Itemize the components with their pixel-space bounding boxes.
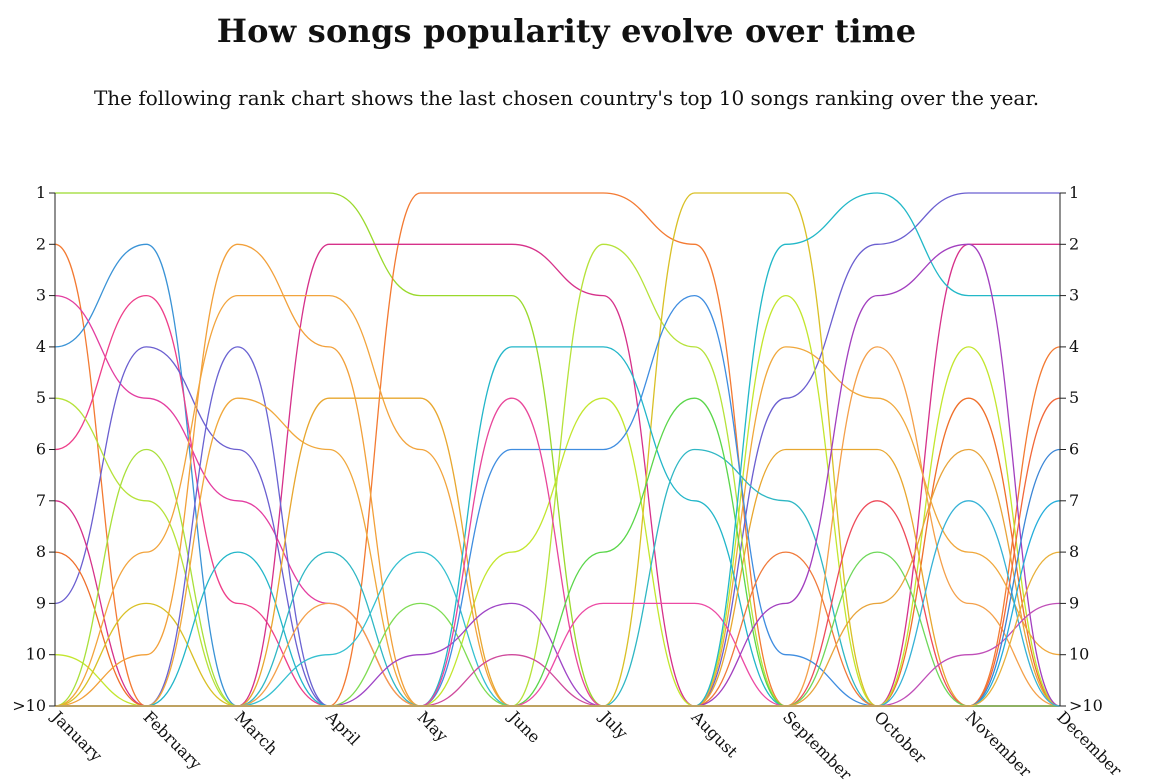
page-subtitle: The following rank chart shows the last … [93,86,1040,110]
x-tick-label: September [779,707,856,784]
left-tick-label: 1 [36,183,46,202]
right-tick-label: 3 [1069,286,1079,305]
x-tick-label: January [47,706,106,765]
left-tick-label: 3 [36,286,46,305]
right-tick-label: 4 [1069,337,1079,356]
song-line-14[interactable] [54,192,1060,707]
x-tick-label: October [870,707,930,767]
song-line-28[interactable] [55,602,1060,707]
song-line-40[interactable] [55,551,1061,707]
x-tick-label: February [140,707,206,773]
x-tick-label: November [962,707,1036,781]
x-tick-label: March [231,707,282,758]
right-tick-label: 5 [1069,388,1079,407]
left-tick-label: 5 [36,388,46,407]
left-tick-label: 8 [36,542,46,561]
x-axis-ticks: January February March April May June July Augu… [47,706,1126,784]
x-tick-label: May [414,707,452,745]
song-line-15[interactable] [55,346,1060,707]
left-tick-label: 2 [36,234,46,253]
x-tick-label: July [595,706,632,743]
left-tick-label: 9 [36,593,46,612]
song-line-17[interactable] [55,346,1060,707]
song-line-12[interactable] [54,448,1060,707]
song-line-26[interactable] [55,654,1060,707]
song-line-34[interactable] [55,448,1061,707]
right-axis-ticks: 1 2 3 4 5 6 7 8 9 10 >10 [1060,183,1103,715]
left-tick-label: 7 [36,491,46,510]
right-tick-label: 7 [1069,491,1079,510]
right-tick-label: 2 [1069,234,1079,253]
right-tick-label: 8 [1069,542,1079,561]
song-line-20[interactable] [55,346,1061,707]
right-tick-label: 6 [1069,440,1079,459]
right-tick-label: >10 [1069,696,1103,715]
x-tick-label: December [1053,707,1126,780]
right-tick-label: 10 [1069,645,1089,664]
right-tick-label: 9 [1069,593,1079,612]
x-tick-label: June [504,706,545,747]
left-tick-label: 10 [26,645,46,664]
song-line-38[interactable] [55,448,1061,707]
right-tick-label: 1 [1069,183,1079,202]
x-tick-label: August [687,707,742,762]
left-axis-ticks: 1 2 3 4 5 6 7 8 9 10 >10 [12,183,55,715]
left-tick-label: 6 [36,440,46,459]
song-line-16[interactable] [55,346,1061,707]
left-tick-label: >10 [12,696,46,715]
left-tick-label: 4 [36,337,46,356]
song-line-19[interactable] [55,448,1060,707]
song-lines [54,192,1061,707]
page-title: How songs popularity evolve over time [216,12,917,50]
x-tick-label: April [322,707,364,749]
